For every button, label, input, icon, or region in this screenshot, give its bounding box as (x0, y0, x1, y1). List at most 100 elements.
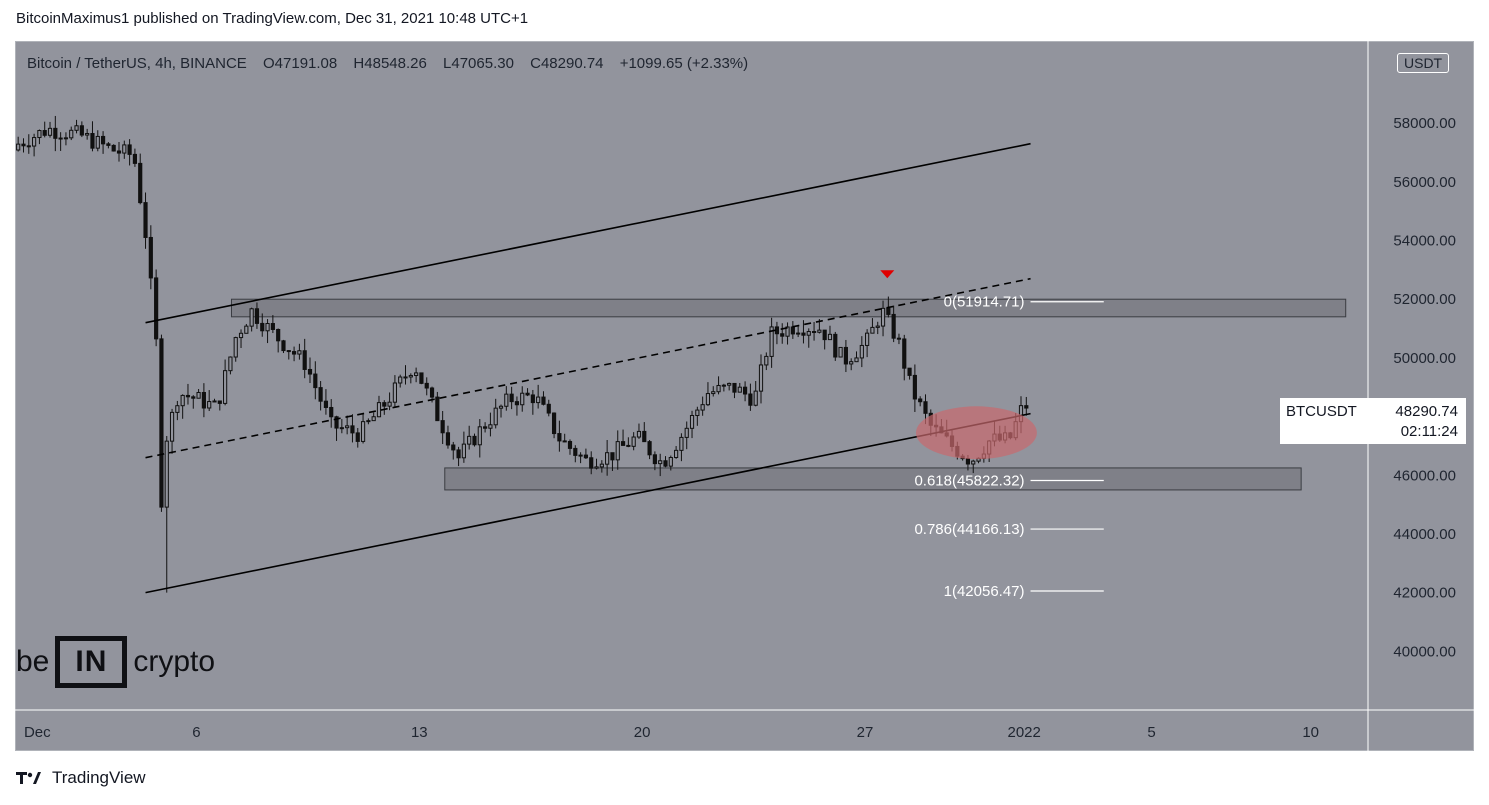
tradingview-footer[interactable]: TradingView (16, 768, 146, 788)
watermark-bracket: IN (55, 636, 128, 688)
candle-body (37, 130, 42, 139)
candle-body (742, 386, 748, 395)
candle-body (668, 457, 673, 467)
candle-body (281, 340, 286, 352)
candle-body (185, 394, 191, 398)
candle-body (827, 333, 833, 341)
candle-body (387, 401, 392, 407)
candle-body (498, 405, 504, 409)
candle-body (817, 329, 822, 333)
candle-body (318, 387, 323, 402)
channel-line (145, 142, 1031, 324)
trendline-layer (145, 142, 1031, 594)
candle-body (477, 426, 482, 446)
candle-body (16, 143, 21, 151)
candle-body (589, 457, 594, 469)
candle-body (122, 144, 127, 154)
axis-layer: 58000.00 56000.00 54000.00 52000.00 50000.00… (15, 41, 1474, 751)
candle-body (260, 322, 265, 332)
candle-body (164, 440, 169, 508)
y-tick-label: 54000.00 (1393, 233, 1456, 250)
candle-body (1024, 405, 1029, 409)
candle-body (244, 325, 249, 334)
candle-body (854, 357, 859, 363)
candle-body (514, 401, 520, 406)
candle-body (111, 144, 116, 152)
watermark-middle: IN (75, 645, 108, 678)
candle-body (345, 425, 350, 429)
candle-body (620, 441, 626, 446)
candle-body (451, 444, 456, 451)
publish-line: BitcoinMaximus1 published on TradingView… (16, 10, 529, 27)
candle-body (90, 133, 95, 149)
candle-body (207, 401, 212, 409)
candle-body (865, 332, 870, 346)
candle-body (106, 143, 111, 146)
candle-body (138, 162, 143, 204)
chart-area[interactable] (15, 41, 1474, 751)
high-value: 48548.26 (364, 55, 427, 72)
candle-body (483, 426, 488, 429)
candle-body (811, 331, 817, 334)
candle-body (175, 405, 180, 413)
highlight-ellipse (915, 406, 1037, 460)
fib-level-label: 0.618(45822.32) (914, 472, 1024, 489)
candle-body (764, 355, 769, 366)
candle-body (578, 454, 583, 457)
candle-body (674, 449, 679, 459)
candle-body (217, 400, 222, 404)
candle-body (85, 133, 90, 136)
candle-layer (16, 115, 1029, 593)
candle-body (583, 454, 589, 459)
x-tick-label: 20 (634, 724, 651, 741)
candle-body (270, 323, 275, 330)
x-tick-label: 27 (857, 724, 874, 741)
candle-body (398, 376, 403, 384)
candle-body (721, 384, 726, 387)
candle-body (414, 372, 419, 376)
candle-body (334, 416, 339, 429)
change-value: +1099.65 (+2.33%) (619, 55, 749, 72)
candle-body (79, 125, 84, 136)
candle-body (403, 376, 408, 379)
candle-body (541, 396, 546, 405)
candle-body (918, 398, 923, 403)
candle-body (456, 449, 461, 459)
candle-body (424, 382, 429, 389)
candle-body (127, 144, 132, 155)
x-tick-label: 10 (1302, 724, 1319, 741)
candle-body (652, 454, 657, 465)
candle-body (392, 382, 397, 403)
candle-body (615, 441, 620, 461)
candle-body (382, 402, 387, 407)
candle-body (445, 432, 451, 446)
annotation-layer (880, 270, 1037, 460)
candle-body (796, 332, 801, 335)
candle-body (822, 329, 827, 341)
open-label: O (263, 55, 275, 72)
candle-body (546, 403, 551, 414)
price-tag-symbol: BTCUSDT (1286, 403, 1357, 420)
candle-body (679, 436, 684, 451)
candle-body (642, 430, 647, 443)
fib-level-label: 0(51914.71) (944, 294, 1025, 311)
candle-body (419, 372, 424, 384)
candle-body (567, 440, 573, 449)
candle-body (912, 374, 917, 400)
candle-body (689, 415, 695, 429)
candle-body (520, 392, 525, 406)
candle-body (631, 436, 636, 447)
candle-body (159, 338, 164, 508)
candle-body (610, 452, 615, 461)
candle-body (753, 390, 758, 406)
currency-badge[interactable]: USDT (1397, 53, 1450, 73)
x-tick-label: 2022 (1007, 724, 1040, 741)
candle-body (472, 435, 477, 446)
y-tick-label: 42000.00 (1393, 585, 1456, 602)
y-tick-label: 40000.00 (1393, 643, 1456, 660)
candle-body (95, 135, 100, 149)
candle-body (307, 368, 313, 375)
candle-body (737, 386, 742, 393)
candle-body (286, 350, 291, 353)
